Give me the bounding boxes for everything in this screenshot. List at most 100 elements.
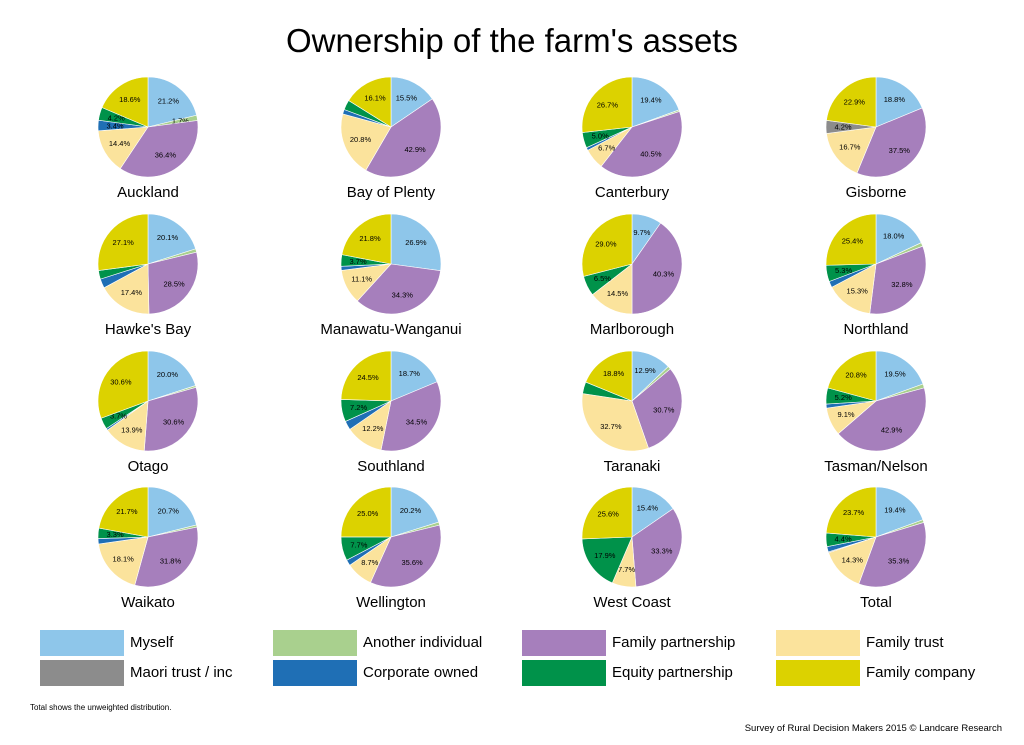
slice-family-partnership bbox=[631, 222, 683, 315]
legend: Myself Another individual Family partnersh… bbox=[0, 628, 1024, 688]
legend-label: Myself bbox=[130, 634, 174, 651]
slice-label: 15.4% bbox=[637, 503, 659, 512]
slice-family-company bbox=[98, 486, 149, 538]
legend-label: Equity partnership bbox=[612, 664, 733, 681]
slice-label: 16.1% bbox=[364, 94, 386, 103]
slice-label: 19.4% bbox=[640, 96, 662, 105]
slice-label: 32.8% bbox=[891, 280, 913, 289]
slice-label: 20.8% bbox=[845, 370, 867, 379]
pie-title: West Coast bbox=[593, 594, 671, 611]
slice-label: 34.5% bbox=[406, 418, 428, 427]
slice-family-partnership bbox=[119, 120, 199, 178]
pie-bay-of-plenty: 15.5% 42.9% 20.8% 16.1% Bay of Plenty bbox=[340, 76, 442, 201]
pie-title: Waikato bbox=[121, 594, 175, 611]
pie-waikato: 20.7% 31.8% 18.1% 3.3% 21.7% Waikato bbox=[97, 486, 199, 611]
pie-otago: 20.0% 30.6% 13.9% 3.7% 30.6% Otago bbox=[97, 350, 199, 475]
slice-family-partnership bbox=[837, 387, 927, 452]
slice-label: 18.0% bbox=[883, 232, 905, 241]
slice-label: 4.2% bbox=[108, 114, 125, 123]
slice-label: 22.9% bbox=[844, 98, 866, 107]
legend-label: Corporate owned bbox=[363, 664, 479, 681]
slice-myself bbox=[147, 76, 197, 128]
legend-label: Family partnership bbox=[612, 634, 736, 651]
slice-label: 14.5% bbox=[607, 289, 629, 298]
slice-label: 32.7% bbox=[600, 422, 622, 431]
slice-label: 15.5% bbox=[396, 93, 418, 102]
slice-label: 3.4% bbox=[106, 122, 123, 131]
slice-label: 33.3% bbox=[651, 547, 673, 556]
slice-label: 40.3% bbox=[653, 269, 675, 278]
slice-label: 20.8% bbox=[350, 135, 372, 144]
slice-family-company bbox=[101, 76, 149, 128]
slice-label: 20.0% bbox=[157, 370, 179, 379]
pie-hawke-s-bay: 20.1% 28.5% 17.4% 27.1% Hawke's Bay bbox=[97, 213, 199, 338]
slice-label: 8.7% bbox=[361, 558, 378, 567]
slice-family-company bbox=[581, 213, 633, 277]
slice-myself bbox=[390, 76, 433, 128]
legend-swatch bbox=[40, 630, 124, 656]
slice-family-partnership bbox=[147, 251, 199, 315]
slice-label: 4.2% bbox=[834, 122, 851, 131]
slice-family-company bbox=[827, 350, 877, 402]
source-credit: Survey of Rural Decision Makers 2015 © L… bbox=[744, 723, 1002, 734]
legend-swatch bbox=[273, 660, 357, 686]
slice-label: 11.1% bbox=[351, 275, 372, 284]
slice-label: 19.4% bbox=[884, 505, 906, 514]
slice-family-partnership bbox=[856, 107, 927, 178]
slice-family-trust bbox=[581, 393, 649, 452]
slice-myself bbox=[875, 350, 924, 402]
slice-family-company bbox=[340, 486, 392, 538]
slice-label: 42.9% bbox=[881, 426, 903, 435]
legend-label: Another individual bbox=[363, 634, 483, 651]
slice-myself bbox=[875, 213, 922, 265]
slice-family-partnership bbox=[631, 368, 683, 449]
slice-label: 40.5% bbox=[640, 150, 662, 159]
slice-label: 30.6% bbox=[110, 378, 132, 387]
slice-label: 5.2% bbox=[835, 393, 852, 402]
legend-label: Family trust bbox=[866, 634, 944, 651]
pie-manawatu-wanganui: 26.9% 34.3% 11.1% 3.7% 21.8% Manawatu-Wanganu… bbox=[320, 213, 462, 338]
slice-myself bbox=[631, 486, 674, 538]
pie-canterbury: 19.4% 40.5% 6.7% 5.0% 26.7% Canterbury bbox=[581, 76, 683, 201]
pie-title: Auckland bbox=[117, 184, 179, 201]
slice-label: 18.1% bbox=[113, 554, 135, 563]
slice-label: 14.3% bbox=[842, 556, 864, 565]
slice-family-company bbox=[340, 350, 392, 402]
slice-family-trust bbox=[340, 113, 392, 171]
slice-family-company bbox=[341, 213, 392, 265]
slice-label: 13.9% bbox=[121, 425, 143, 434]
slice-label: 14.4% bbox=[109, 139, 131, 148]
slice-label: 21.2% bbox=[158, 97, 180, 106]
legend-label: Family company bbox=[866, 664, 976, 681]
slice-label: 7.7% bbox=[618, 565, 635, 574]
slice-label: 24.5% bbox=[357, 373, 379, 382]
slice-label: 30.7% bbox=[653, 405, 675, 414]
slice-label: 30.6% bbox=[163, 417, 185, 426]
slice-label: 20.7% bbox=[158, 507, 180, 516]
slice-label: 5.0% bbox=[592, 131, 609, 140]
slice-family-company bbox=[581, 76, 633, 133]
pie-title: Wellington bbox=[356, 594, 426, 611]
slice-label: 25.4% bbox=[842, 237, 864, 246]
slice-label: 19.5% bbox=[884, 370, 906, 379]
slice-label: 3.7% bbox=[350, 257, 367, 266]
slice-label: 9.7% bbox=[633, 228, 650, 237]
slice-label: 31.8% bbox=[160, 557, 182, 566]
slice-family-trust bbox=[103, 263, 150, 315]
pie-wellington: 20.2% 35.6% 8.7% 7.7% 25.0% Wellington bbox=[340, 486, 442, 611]
pie-title: Total bbox=[860, 594, 892, 611]
pie-total: 19.4% 35.3% 14.3% 4.4% 23.7% Total bbox=[825, 486, 927, 611]
slice-family-partnership bbox=[631, 508, 683, 588]
slice-label: 16.7% bbox=[839, 143, 861, 152]
slice-label: 27.1% bbox=[113, 238, 135, 247]
slice-family-trust bbox=[98, 536, 149, 586]
slice-myself bbox=[875, 486, 924, 538]
pie-marlborough: 9.7% 40.3% 14.5% 6.5% 29.0% Marlborough bbox=[581, 213, 683, 338]
slice-family-partnership bbox=[869, 245, 927, 315]
slice-myself bbox=[147, 213, 197, 265]
slice-label: 23.7% bbox=[843, 508, 865, 517]
legend-swatch bbox=[776, 630, 860, 656]
slice-equity-partnership bbox=[581, 536, 633, 584]
slice-label: 7.7% bbox=[350, 540, 367, 549]
slice-family-partnership bbox=[365, 98, 442, 178]
